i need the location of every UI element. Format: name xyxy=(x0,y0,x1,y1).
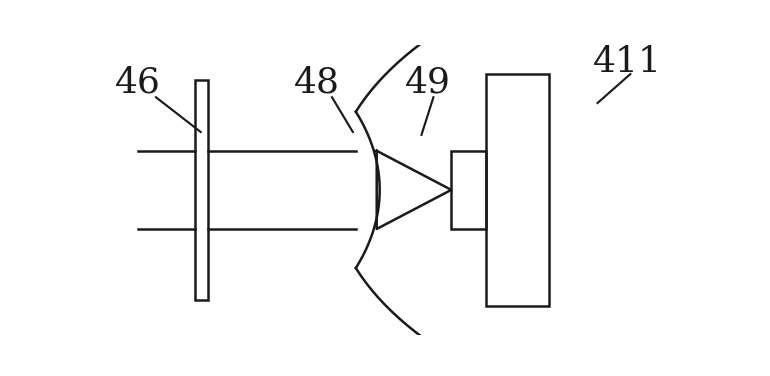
Text: 48: 48 xyxy=(294,66,340,100)
Bar xyxy=(451,151,486,229)
Text: 46: 46 xyxy=(115,66,161,100)
Text: 49: 49 xyxy=(404,66,450,100)
Bar xyxy=(486,74,548,306)
Bar xyxy=(195,80,208,300)
Text: 411: 411 xyxy=(593,45,662,79)
